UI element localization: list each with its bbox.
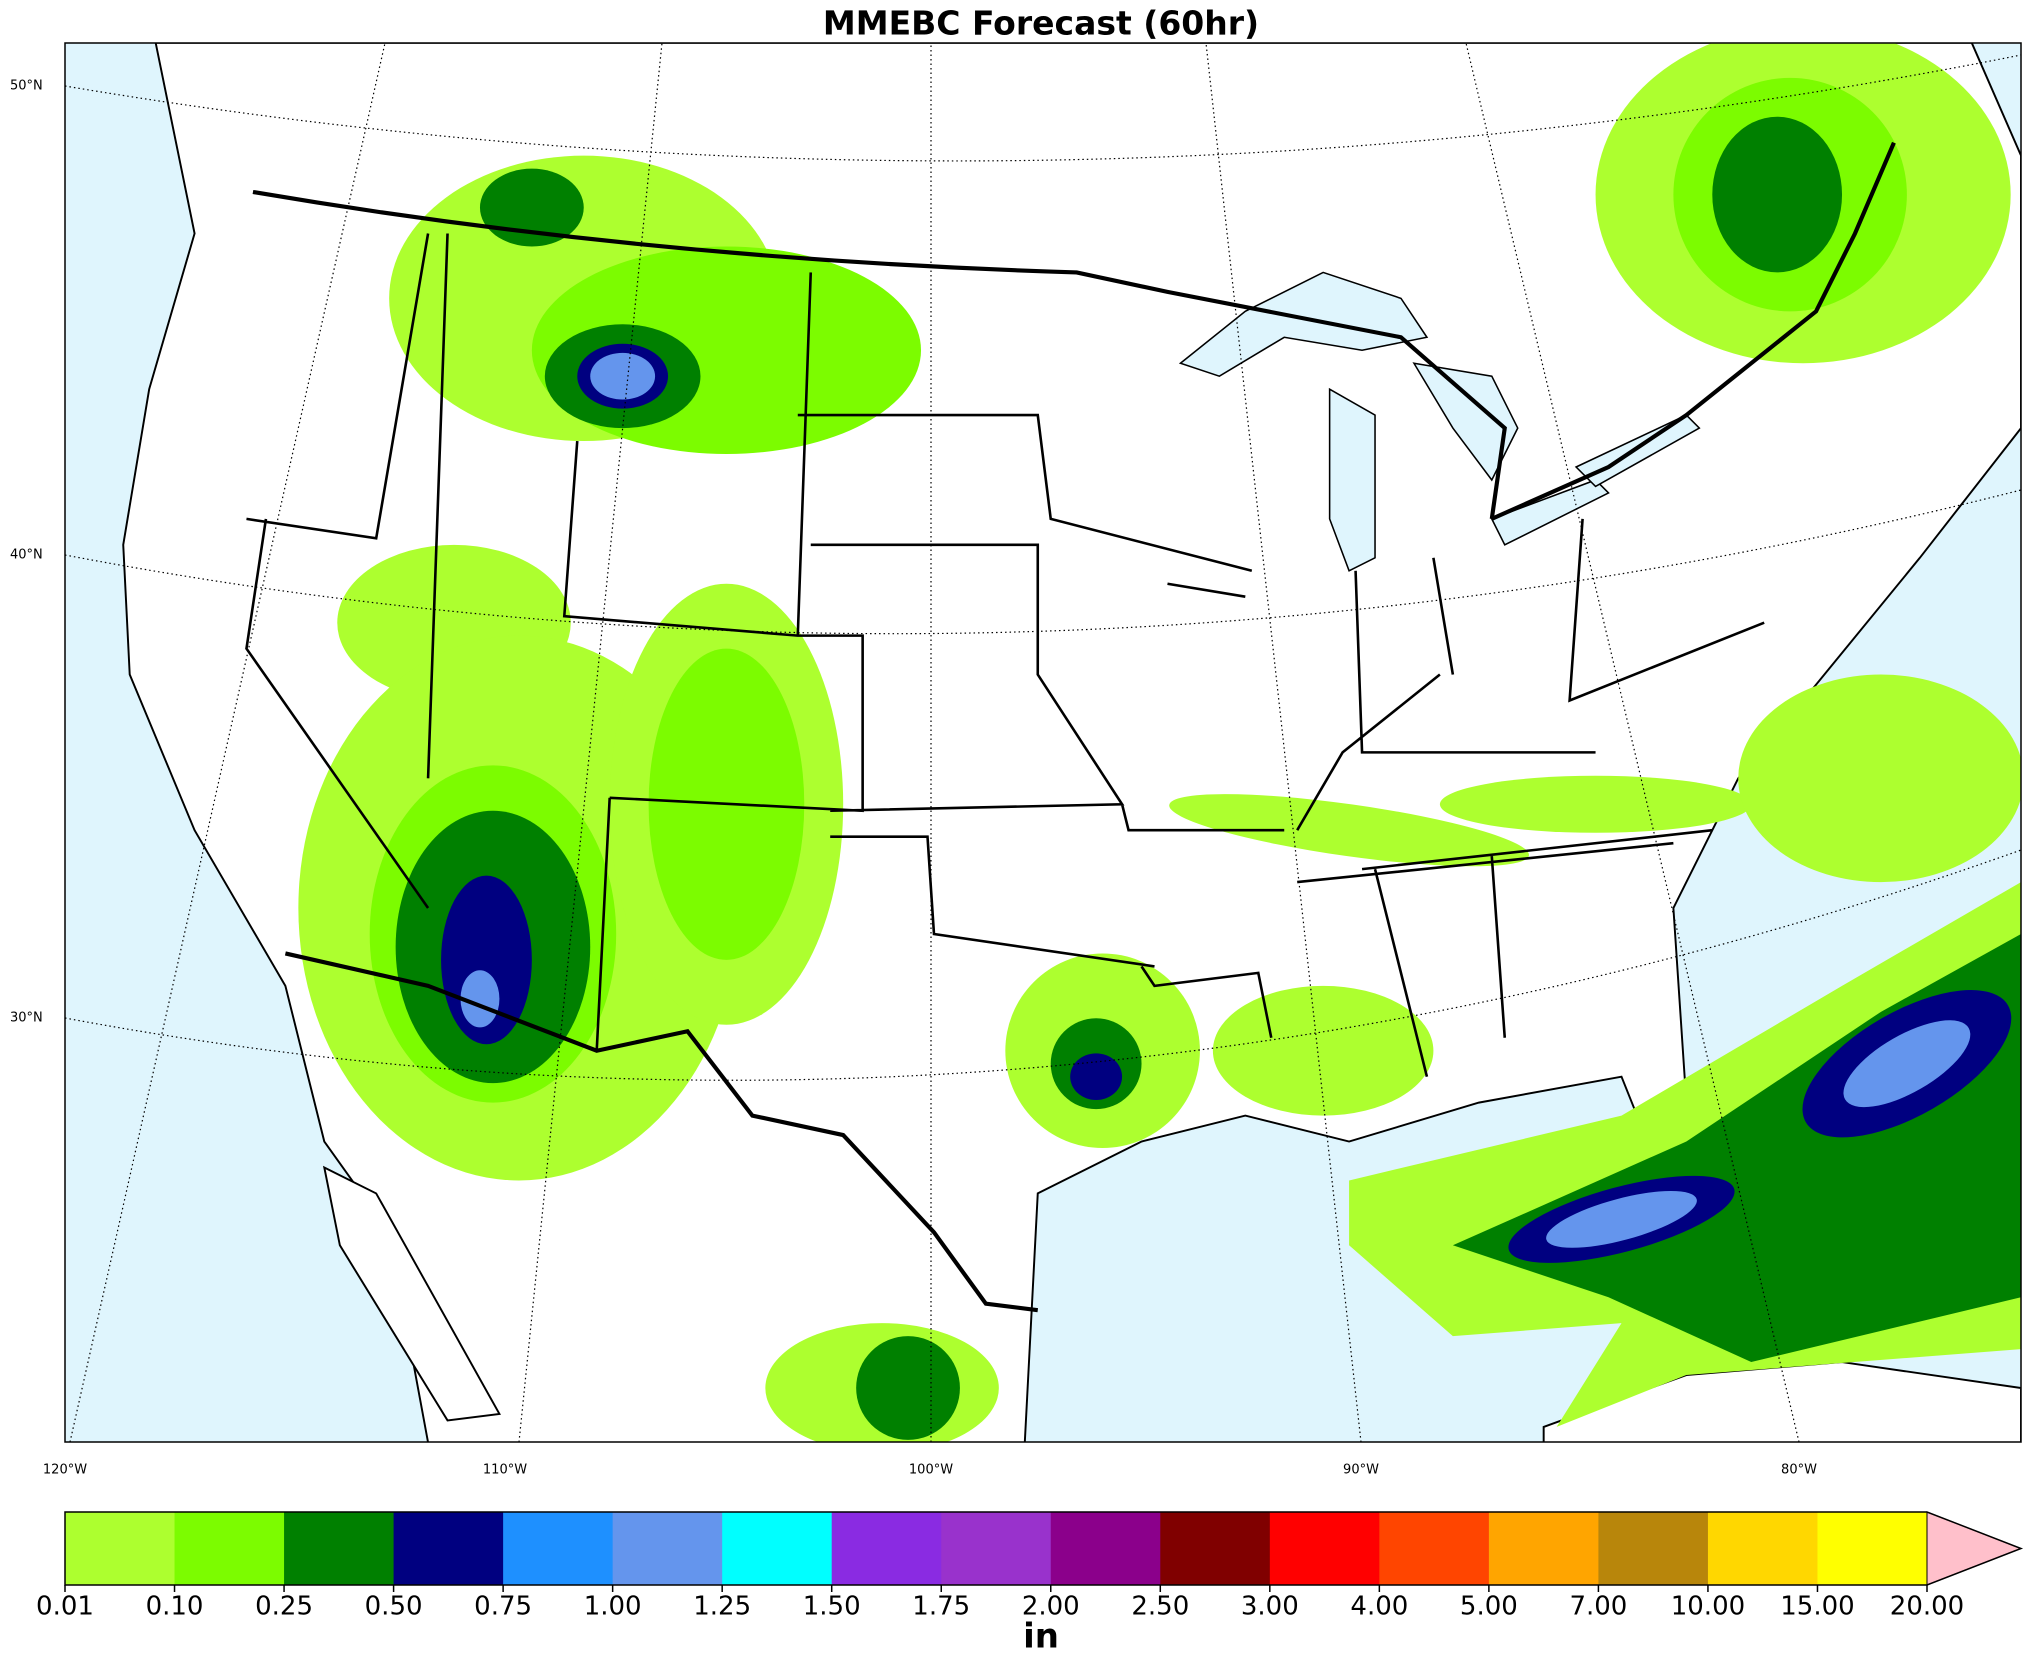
colorbar: 0.01 0.10 0.25 0.50 0.75 1.00 1.25 1.50 1.75 2.00… — [36, 1511, 2024, 1622]
colorbar-tick-label: 0.25 — [255, 1592, 313, 1622]
map-frame — [64, 42, 2022, 1443]
lon-label: 120°W — [43, 1463, 87, 1478]
colorbar-cell — [393, 1512, 504, 1585]
map — [65, 43, 2021, 1442]
colorbar-label: in — [1023, 1617, 1059, 1657]
colorbar-cell — [174, 1512, 285, 1585]
axis-labels: 50°N 40°N 30°N 120°W 110°W 100°W 90°W 80… — [10, 79, 1817, 1478]
precipitation — [298, 43, 2021, 1442]
map-geography — [122, 43, 2021, 1442]
colorbar-tick-label: 15.00 — [1780, 1592, 1854, 1622]
colorbar-cell — [503, 1512, 614, 1585]
baja — [322, 1165, 501, 1422]
colorbar-cell — [1707, 1512, 1818, 1585]
colorbar-tick-label: 5.00 — [1460, 1592, 1518, 1622]
graticule — [65, 43, 2021, 1442]
colorbar-cell — [1379, 1512, 1490, 1585]
colorbar-cell — [941, 1512, 1052, 1585]
colorbar-cell — [722, 1512, 833, 1585]
colorbar-cell — [1598, 1512, 1709, 1585]
colorbar-tick-label: 1.50 — [803, 1592, 861, 1622]
colorbar-tick-label: 2.00 — [1022, 1592, 1080, 1622]
lat-label: 30°N — [10, 1011, 43, 1026]
colorbar-tick-label: 1.00 — [584, 1592, 642, 1622]
colorbar-cell — [831, 1512, 942, 1585]
colorbar-tick-label: 0.10 — [146, 1592, 204, 1622]
colorbar-tick-label: 1.75 — [912, 1592, 970, 1622]
lon-label: 110°W — [483, 1463, 527, 1478]
colorbar-cell — [1269, 1512, 1380, 1585]
colorbar-tick-label: 3.00 — [1241, 1592, 1299, 1622]
lon-label: 90°W — [1343, 1463, 1379, 1478]
colorbar-tick-label: 10.00 — [1671, 1592, 1745, 1622]
borders — [245, 141, 1896, 1313]
title: MMEBC Forecast (60hr) — [823, 4, 1259, 43]
colorbar-cell — [65, 1512, 176, 1585]
colorbar-tick-label: 1.25 — [693, 1592, 751, 1622]
great-lakes — [1178, 271, 1701, 572]
colorbar-cell — [1488, 1512, 1599, 1585]
colorbar-tick-label: 4.00 — [1350, 1592, 1408, 1622]
lon-label: 80°W — [1781, 1463, 1817, 1478]
colorbar-cell — [1160, 1512, 1271, 1585]
colorbar-extend — [1926, 1511, 2023, 1586]
colorbar-tick-label: 7.00 — [1569, 1592, 1627, 1622]
colorbar-tick-label: 0.50 — [365, 1592, 423, 1622]
colorbar-tick-label: 20.00 — [1890, 1592, 1964, 1622]
colorbar-cell — [284, 1512, 395, 1585]
colorbar-tick-label: 0.75 — [474, 1592, 532, 1622]
colorbar-tick-label: 0.01 — [36, 1592, 94, 1622]
colorbar-outline — [64, 1511, 2024, 1586]
colorbar-cell — [612, 1512, 723, 1585]
lat-label: 40°N — [10, 548, 43, 563]
lat-label: 50°N — [10, 79, 43, 94]
colorbar-cell — [1050, 1512, 1161, 1585]
colorbar-cell — [1817, 1512, 1928, 1585]
colorbar-tick-label: 2.50 — [1131, 1592, 1189, 1622]
lon-label: 100°W — [909, 1463, 953, 1478]
